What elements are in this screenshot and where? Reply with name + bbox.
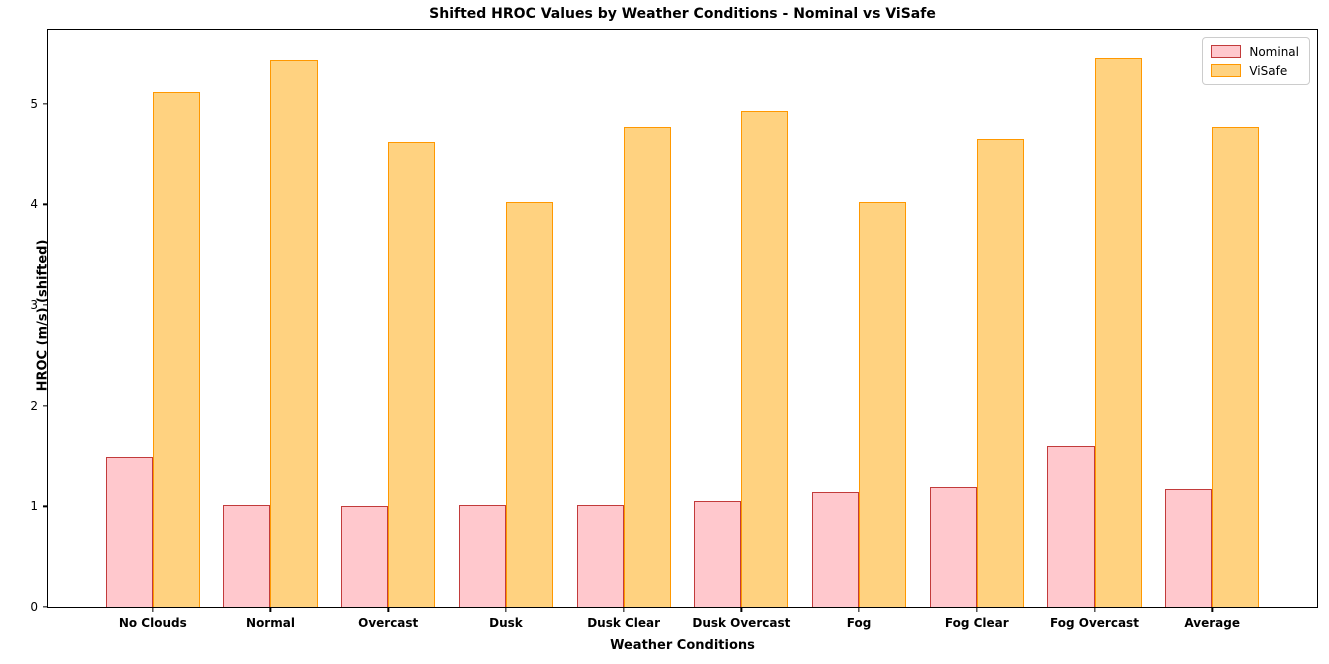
bar-visafe-normal [270, 60, 318, 607]
x-tick-label: Fog [846, 616, 872, 630]
y-tick-mark [43, 203, 48, 205]
legend-label-nominal: Nominal [1249, 44, 1299, 59]
bar-nominal-fog-overcast [1047, 445, 1095, 607]
plot-area: 0 1 2 3 4 5 No Clouds Normal Overcast Dusk Dusk C… [30, 29, 1318, 630]
legend: Nominal ViSafe [1202, 37, 1310, 85]
x-tick-label: Fog Overcast [1050, 616, 1139, 630]
y-tick-label: 1 [30, 499, 38, 514]
bar-nominal-dusk [458, 505, 506, 607]
x-tick-label: Fog Clear [944, 616, 1009, 630]
y-tick-label: 5 [30, 96, 38, 111]
bar-nominal-fog [811, 492, 860, 607]
x-tick-label: No Clouds [118, 616, 187, 630]
bar-nominal-normal [223, 505, 271, 607]
legend-item-visafe: ViSafe [1211, 64, 1299, 77]
y-tick-label: 3 [30, 297, 38, 312]
bar-visafe-dusk-overcast [741, 110, 789, 607]
x-tick-label: Overcast [358, 616, 419, 630]
x-axis-label: Weather Conditions [610, 638, 755, 653]
y-tick-mark [43, 505, 48, 507]
x-tick-mark [387, 607, 389, 612]
bar-visafe-fog-overcast [1094, 58, 1142, 607]
x-tick-mark [1093, 607, 1096, 612]
x-tick-mark [1211, 607, 1213, 612]
y-tick-label: 2 [30, 398, 38, 413]
x-tick-mark [622, 607, 625, 612]
y-tick-label: 0 [30, 600, 38, 614]
bar-visafe-dusk [505, 202, 553, 607]
x-tick-label: Average [1184, 616, 1241, 630]
y-tick-mark [43, 102, 48, 105]
x-tick-label: Dusk [489, 616, 523, 630]
y-tick-mark [43, 304, 48, 306]
x-tick-mark [740, 607, 742, 612]
x-tick-mark [152, 607, 154, 612]
bar-nominal-dusk-clear [576, 505, 624, 607]
legend-swatch-nominal [1211, 45, 1242, 58]
bar-nominal-average [1165, 489, 1213, 607]
x-tick-mark [505, 607, 507, 612]
x-tick-mark [858, 607, 860, 612]
legend-swatch-visafe [1211, 64, 1242, 77]
bar-nominal-no-clouds [105, 456, 153, 607]
bar-visafe-dusk-clear [623, 126, 671, 607]
y-tick-label: 4 [30, 197, 38, 212]
bar-nominal-fog-clear [929, 487, 977, 607]
bar-nominal-dusk-overcast [694, 501, 742, 607]
x-tick-label: Dusk Overcast [692, 616, 791, 630]
bar-nominal-overcast [341, 506, 389, 607]
bar-visafe-no-clouds [152, 92, 200, 607]
bar-visafe-overcast [388, 141, 436, 607]
x-tick-label: Normal [246, 616, 295, 630]
legend-label-visafe: ViSafe [1249, 63, 1288, 78]
bar-visafe-fog-clear [976, 138, 1024, 607]
y-tick-mark [43, 606, 48, 608]
bar-visafe-average [1212, 126, 1260, 607]
x-tick-mark [976, 607, 978, 612]
x-tick-mark [269, 607, 272, 612]
bar-visafe-fog [859, 202, 907, 607]
y-tick-mark [43, 404, 48, 407]
legend-item-nominal: Nominal [1211, 45, 1299, 58]
chart-title: Shifted HROC Values by Weather Condition… [429, 6, 936, 22]
x-tick-label: Dusk Clear [587, 616, 661, 630]
